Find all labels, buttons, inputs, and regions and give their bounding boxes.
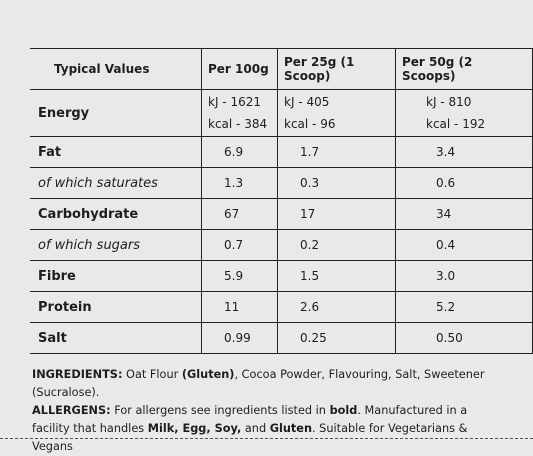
row-label: Energy <box>30 89 202 137</box>
text-segment: For allergens see ingredients listed in <box>110 404 330 417</box>
row-label: of which sugars <box>30 229 202 261</box>
text-segment: (Gluten) <box>181 368 235 381</box>
value-cell: 0.25 <box>277 322 396 354</box>
kcal: kcal - 192 <box>426 117 486 131</box>
text-segment: and <box>241 422 270 435</box>
value-cell: 2.6 <box>277 291 396 323</box>
value-cell: 0.2 <box>277 229 396 261</box>
value-cell: 3.0 <box>395 260 533 292</box>
nutrient-row: Fat 6.9 1.7 3.4 <box>30 136 533 168</box>
value-cell: 17 <box>277 198 396 230</box>
value-cell: 0.50 <box>395 322 533 354</box>
text-segment: Milk, Egg, Soy, <box>147 422 242 435</box>
value-cell: 0.3 <box>277 167 396 199</box>
energy-cell: kJ - 1621 kcal - 384 <box>201 89 278 137</box>
header-cell: Typical Values <box>30 48 202 90</box>
energy-cell: kJ - 405 kcal - 96 <box>277 89 396 137</box>
value-cell: 0.7 <box>201 229 278 261</box>
header-cell: Per 100g <box>201 48 278 90</box>
row-label: Carbohydrate <box>30 198 202 230</box>
text-segment: INGREDIENTS: <box>32 368 123 381</box>
value-cell: 67 <box>201 198 278 230</box>
nutrient-row: Fibre 5.9 1.5 3.0 <box>30 260 533 292</box>
text-segment: , Cocoa Powder, Flavouring, Salt, Sweete… <box>32 368 485 399</box>
nutrition-table: Typical Values Per 100g Per 25g (1 Scoop… <box>30 48 533 354</box>
value-cell: 34 <box>395 198 533 230</box>
energy-cell: kJ - 810 kcal - 192 <box>395 89 533 137</box>
kcal: kcal - 96 <box>284 117 336 131</box>
value-cell: 0.4 <box>395 229 533 261</box>
row-label: Fibre <box>30 260 202 292</box>
value-cell: 0.6 <box>395 167 533 199</box>
notes: INGREDIENTS: Oat Flour (Gluten), Cocoa P… <box>32 366 492 456</box>
nutrient-row: Salt 0.99 0.25 0.50 <box>30 322 533 354</box>
text-segment: Oat Flour <box>122 368 182 381</box>
text-segment: ALLERGENS: <box>32 404 111 417</box>
nutrient-row: Carbohydrate 67 17 34 <box>30 198 533 230</box>
value-cell: 11 <box>201 291 278 323</box>
value-cell: 0.99 <box>201 322 278 354</box>
header-row: Typical Values Per 100g Per 25g (1 Scoop… <box>30 48 533 90</box>
value-cell: 1.3 <box>201 167 278 199</box>
nutrient-row: Protein 11 2.6 5.2 <box>30 291 533 323</box>
kj: kJ - 405 <box>284 95 330 109</box>
kcal: kcal - 384 <box>208 117 268 131</box>
value-cell: 1.7 <box>277 136 396 168</box>
row-label: of which saturates <box>30 167 202 199</box>
dashed-line <box>0 438 533 439</box>
header-cell: Per 50g (2 Scoops) <box>395 48 533 90</box>
value-cell: 1.5 <box>277 260 396 292</box>
kj: kJ - 810 <box>426 95 472 109</box>
value-cell: 5.9 <box>201 260 278 292</box>
text-segment: . Suitable for Vegetarians & Vegans <box>32 422 468 453</box>
text-segment: bold <box>329 404 358 417</box>
ingredients: INGREDIENTS: Oat Flour (Gluten), Cocoa P… <box>32 366 492 402</box>
nutrient-row: of which sugars 0.7 0.2 0.4 <box>30 229 533 261</box>
nutrient-row: of which saturates 1.3 0.3 0.6 <box>30 167 533 199</box>
allergens: ALLERGENS: For allergens see ingredients… <box>32 402 492 456</box>
energy-row: Energy kJ - 1621 kcal - 384 kJ - 405 kcal … <box>30 89 533 137</box>
text-segment: . Manufactured in a facility that handle… <box>32 404 468 435</box>
kj: kJ - 1621 <box>208 95 261 109</box>
value-cell: 6.9 <box>201 136 278 168</box>
header-cell: Per 25g (1 Scoop) <box>277 48 396 90</box>
row-label: Fat <box>30 136 202 168</box>
text-segment: Gluten <box>269 422 312 435</box>
value-cell: 5.2 <box>395 291 533 323</box>
row-label: Protein <box>30 291 202 323</box>
value-cell: 3.4 <box>395 136 533 168</box>
row-label: Salt <box>30 322 202 354</box>
